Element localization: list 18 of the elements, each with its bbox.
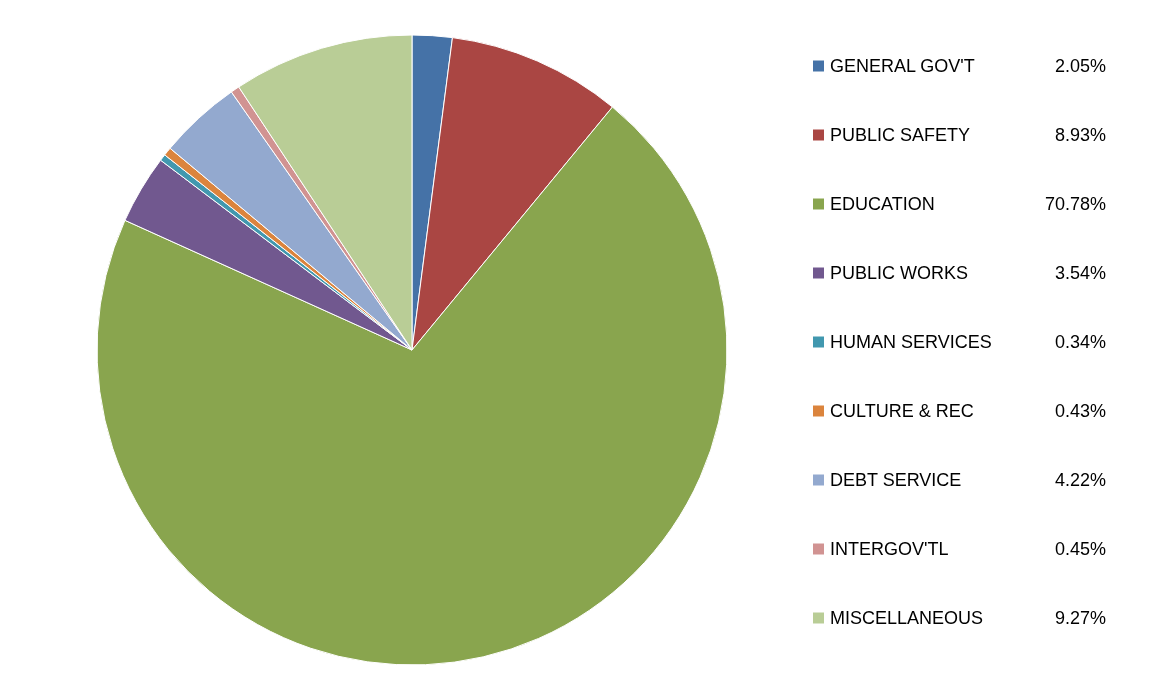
data-label: 0.34%: [1054, 332, 1106, 352]
data-label: 2.05%: [1054, 56, 1106, 76]
legend-label: MISCELLANEOUS: [830, 608, 984, 628]
legend-label: PUBLIC WORKS: [830, 263, 969, 283]
legend-label: PUBLIC SAFETY: [830, 125, 971, 145]
legend-label: HUMAN SERVICES: [830, 332, 992, 352]
legend-label: EDUCATION: [830, 194, 935, 214]
legend-label: CULTURE & REC: [830, 401, 974, 421]
data-label: 0.45%: [1054, 539, 1106, 559]
data-label: 8.93%: [1054, 125, 1106, 145]
data-label: 9.27%: [1054, 608, 1106, 628]
legend-label: GENERAL GOV'T: [830, 56, 975, 76]
data-label: 0.43%: [1054, 401, 1106, 421]
data-label: 3.54%: [1054, 263, 1106, 283]
data-label: 70.78%: [1044, 194, 1106, 214]
data-label: 4.22%: [1054, 470, 1106, 490]
legend-label: INTERGOV'TL: [830, 539, 949, 559]
legend-label: DEBT SERVICE: [830, 470, 962, 490]
